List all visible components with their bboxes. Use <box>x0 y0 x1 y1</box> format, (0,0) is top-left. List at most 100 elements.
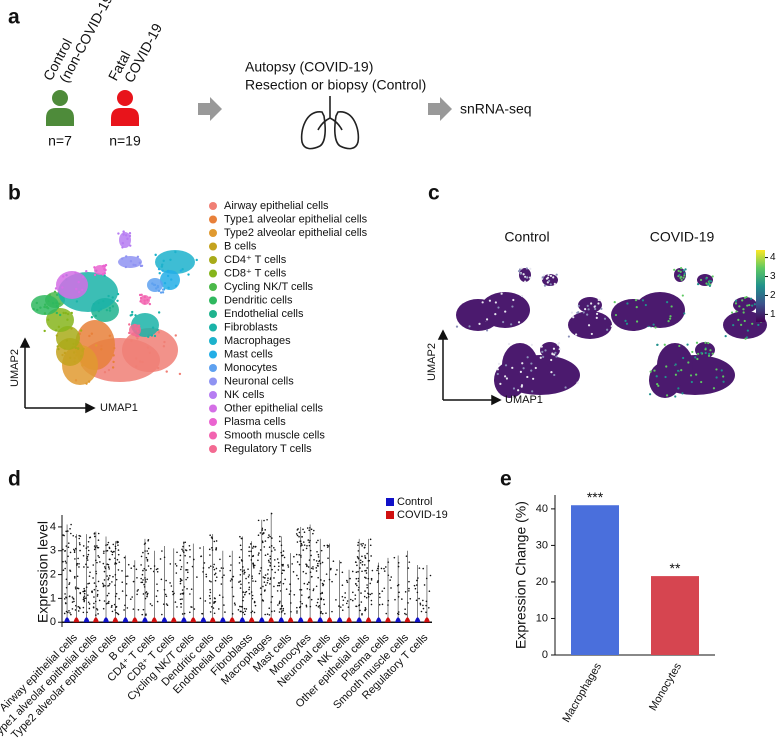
cell-dot <box>722 380 725 383</box>
legend-label: Type1 alveolar epithelial cells <box>224 213 368 225</box>
cell-dot <box>181 589 184 591</box>
cell-dot <box>299 605 302 608</box>
cell-dot <box>367 560 370 562</box>
cell-dot <box>170 585 173 587</box>
cell-dot <box>55 293 59 297</box>
legend-swatch <box>209 283 217 291</box>
colorbar <box>756 250 765 322</box>
cell-dot <box>680 267 683 270</box>
cell-dot <box>251 610 254 613</box>
cell-dot <box>122 233 125 236</box>
cell-dot <box>357 570 359 573</box>
cell-dot <box>126 237 129 241</box>
cell-dot <box>166 604 169 606</box>
cell-dot <box>248 574 251 576</box>
cell-dot <box>121 581 124 584</box>
cell-dot <box>394 598 396 601</box>
cell-dot <box>180 606 182 608</box>
cell-dot <box>328 578 331 581</box>
cell-dot <box>99 308 102 311</box>
cell-dot <box>352 591 354 594</box>
cell-dot <box>103 600 106 602</box>
cell-dot <box>141 613 144 616</box>
cell-dot <box>214 579 217 582</box>
cell-dot <box>600 307 603 310</box>
legend-label: B cells <box>224 240 257 252</box>
cell-dot <box>269 577 272 579</box>
cell-dot <box>299 588 301 591</box>
cell-dot <box>408 587 410 590</box>
bar <box>571 505 619 655</box>
violin <box>383 557 393 623</box>
cell-dot <box>205 575 208 578</box>
cell-dot <box>179 559 182 561</box>
cell-dot <box>677 269 680 272</box>
cell-dot <box>418 597 420 600</box>
cell-dot <box>361 614 363 616</box>
cell-dot <box>293 593 296 596</box>
cell-dot <box>544 349 547 352</box>
violin-base <box>297 617 304 623</box>
cell-dot <box>115 562 118 565</box>
cell-dot <box>370 603 373 606</box>
cell-dot <box>428 590 431 593</box>
cell-dot <box>325 612 327 614</box>
legend-label: Neuronal cells <box>224 375 294 387</box>
cell-dot <box>291 563 294 565</box>
violin-base <box>161 617 168 623</box>
cell-dot <box>93 582 96 584</box>
cell-dot <box>408 590 410 592</box>
cell-dot <box>317 606 320 608</box>
cell-dot <box>517 321 521 324</box>
cell-dot <box>247 576 250 578</box>
cell-dot <box>364 609 366 612</box>
cell-dot <box>96 609 99 611</box>
cell-dot <box>212 566 215 568</box>
cell-dot <box>296 541 299 543</box>
cell-dot <box>370 579 373 581</box>
cell-dot <box>161 263 164 266</box>
cell-dot <box>519 272 522 275</box>
cell-dot <box>156 328 159 331</box>
cell-dot <box>748 303 751 307</box>
cell-dot <box>79 543 81 546</box>
cell-dot <box>237 609 240 611</box>
cell-dot <box>546 281 549 284</box>
cell-dot <box>213 573 216 576</box>
cell-dot <box>656 382 659 386</box>
cell-dot <box>267 577 269 579</box>
cell-dot <box>263 546 266 548</box>
cell-dot <box>281 605 284 607</box>
legend-swatch <box>209 445 217 453</box>
cell-dot <box>87 380 91 383</box>
cell-dot <box>416 591 419 594</box>
cell-dot <box>318 605 321 607</box>
cell-dot <box>54 329 58 332</box>
cell-dot <box>115 578 118 581</box>
cell-dot <box>92 303 96 306</box>
person-head <box>52 90 68 106</box>
cell-dot <box>68 356 72 360</box>
cell-dot <box>238 556 241 559</box>
cell-dot <box>146 560 149 562</box>
cell-dot <box>674 395 677 398</box>
cell-dot <box>288 593 291 595</box>
cell-dot <box>296 612 298 614</box>
legend-label: Dendritic cells <box>224 294 293 306</box>
cell-dot <box>541 350 544 353</box>
cell-dot <box>346 600 349 602</box>
cell-dot <box>635 306 638 309</box>
cell-dot <box>540 345 543 348</box>
cell-dot <box>132 580 135 583</box>
cell-dot <box>62 534 64 536</box>
cell-dot <box>306 583 309 586</box>
cell-dot <box>350 598 352 601</box>
cell-dot <box>196 576 198 578</box>
violin <box>208 534 218 623</box>
cell-dot <box>68 609 70 612</box>
cell-dot <box>316 550 318 553</box>
cell-dot <box>242 591 245 593</box>
cell-dot <box>239 568 242 571</box>
cluster <box>494 362 526 398</box>
cell-dot <box>309 549 312 552</box>
